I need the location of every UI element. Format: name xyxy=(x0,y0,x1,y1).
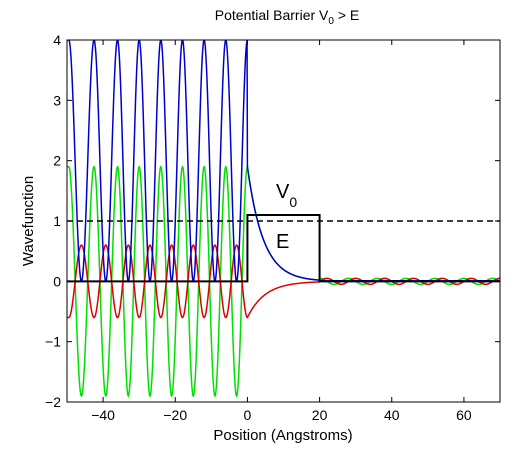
y-tick-label: 4 xyxy=(53,32,61,48)
y-tick-label: 1 xyxy=(53,213,61,229)
chart-title-main: Potential Barrier V xyxy=(215,7,329,23)
plot-area xyxy=(67,40,500,398)
x-tick-label: 20 xyxy=(312,407,328,423)
x-tick-label: −40 xyxy=(91,407,115,423)
y-tick-label: −2 xyxy=(45,394,61,410)
x-tick-label: −20 xyxy=(163,407,187,423)
axis-ticks: −40 −20 0 20 40 60 −2 −1 0 1 2 3 4 xyxy=(45,32,500,423)
y-tick-label: 2 xyxy=(53,153,61,169)
x-axis-label: Position (Angstroms) xyxy=(213,427,352,444)
v0-subscript: 0 xyxy=(289,194,297,210)
series-imag-line xyxy=(67,244,500,319)
v0-annotation: V0 xyxy=(276,181,297,210)
y-tick-label: 0 xyxy=(53,273,61,289)
y-axis-label: Wavefunction xyxy=(20,176,37,266)
x-tick-label: 60 xyxy=(456,407,472,423)
x-tick-label: 0 xyxy=(244,407,252,423)
chart-title-tail: > E xyxy=(334,7,359,23)
energy-annotation: E xyxy=(276,231,289,253)
y-tick-label: 3 xyxy=(53,92,61,108)
chart-title: Potential Barrier V0 > E xyxy=(215,7,359,27)
chart-title-subscript: 0 xyxy=(328,16,334,27)
v0-label: V xyxy=(276,181,290,203)
x-tick-label: 40 xyxy=(384,407,400,423)
potential-barrier-line xyxy=(67,213,500,283)
y-tick-label: −1 xyxy=(45,334,61,350)
